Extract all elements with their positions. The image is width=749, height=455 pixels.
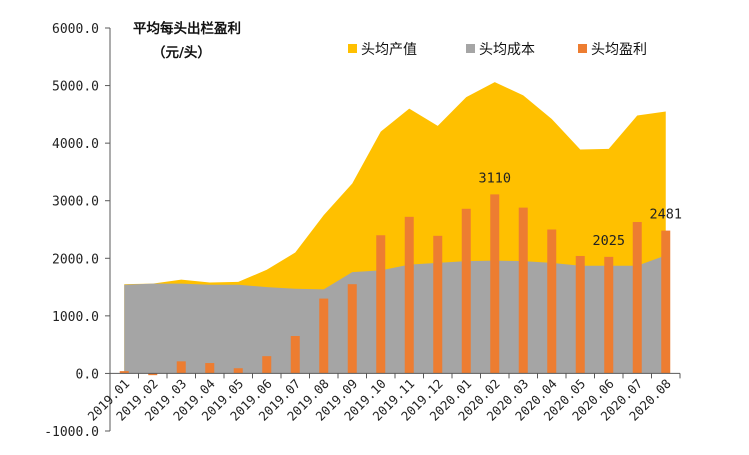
- bar-2019.03: [176, 361, 186, 374]
- bar-2020.07: [632, 222, 642, 374]
- data-label: 3110: [478, 170, 511, 186]
- legend-label-cost: 头均成本: [479, 42, 535, 58]
- data-label: 2481: [649, 207, 682, 223]
- bar-2019.05: [233, 368, 243, 374]
- bar-2019.01: [119, 371, 129, 374]
- chart-title: 平均每头出栏盈利: [133, 20, 241, 37]
- y-tick-label: 0.0: [76, 367, 99, 382]
- bar-2020.03: [518, 207, 528, 374]
- legend-swatch-cost: [466, 44, 475, 53]
- legend-label-value: 头均产值: [361, 42, 417, 58]
- bar-2020.06: [604, 256, 614, 374]
- bar-2020.02: [490, 194, 500, 374]
- bar-2019.09: [347, 284, 357, 374]
- axes: [105, 27, 681, 432]
- bar-2019.12: [433, 235, 443, 374]
- data-label: 2025: [592, 233, 625, 249]
- legend: 头均产值 头均成本 头均盈利: [348, 42, 647, 58]
- y-tick-label: 2000.0: [52, 252, 99, 267]
- legend-label-profit: 头均盈利: [591, 42, 647, 58]
- y-tick-label: 4000.0: [52, 137, 99, 152]
- y-tick-label: 3000.0: [52, 195, 99, 210]
- y-tick-label: 1000.0: [52, 310, 99, 325]
- bar-2019.06: [262, 356, 272, 374]
- bar-2019.04: [205, 363, 215, 374]
- area-series: [124, 82, 666, 374]
- bar-2019.11: [404, 216, 414, 374]
- bar-series: [119, 194, 671, 376]
- bar-2019.02: [148, 373, 158, 376]
- bar-2019.08: [319, 298, 329, 374]
- bar-2019.07: [290, 336, 300, 374]
- bar-2020.01: [461, 208, 471, 374]
- data-labels: 3110 2025 2481: [478, 170, 682, 248]
- y-tick-label: -1000.0: [44, 425, 99, 440]
- bar-2020.04: [547, 229, 557, 374]
- legend-swatch-profit: [578, 44, 587, 53]
- y-axis-tick-labels: 6000.0 5000.0 4000.0 3000.0 2000.0 1000.0 0.0 -…: [44, 22, 99, 440]
- bar-2019.10: [376, 235, 386, 374]
- y-tick-label: 6000.0: [52, 22, 99, 37]
- bar-2020.05: [575, 255, 585, 374]
- area-cost: [124, 255, 666, 374]
- bar-2020.08: [661, 230, 671, 374]
- x-axis-tick-labels: 2019.012019.022019.032019.042019.052019.…: [85, 376, 674, 424]
- chart-subtitle: （元/头）: [152, 44, 211, 61]
- legend-swatch-value: [348, 44, 357, 53]
- y-tick-label: 5000.0: [52, 80, 99, 95]
